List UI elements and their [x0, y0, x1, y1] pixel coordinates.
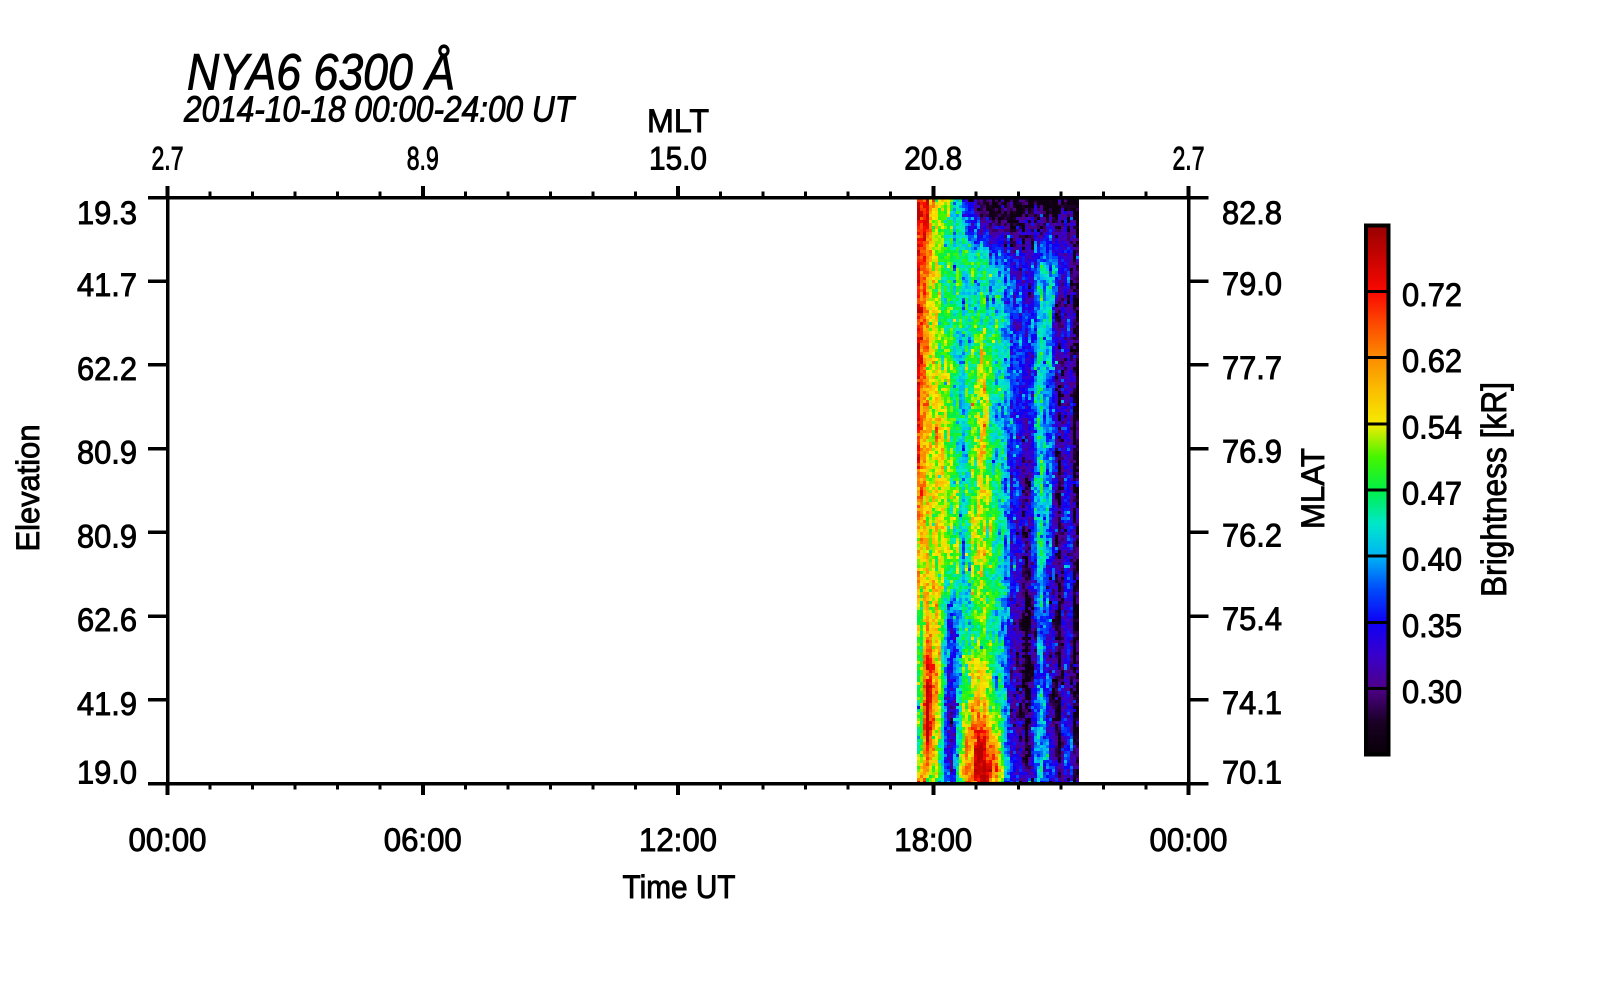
svg-text:80.9: 80.9 [77, 435, 137, 471]
svg-text:62.6: 62.6 [77, 602, 137, 638]
svg-text:0.40: 0.40 [1402, 542, 1462, 578]
svg-text:MLT: MLT [647, 103, 709, 139]
svg-text:62.2: 62.2 [77, 351, 137, 387]
svg-text:41.9: 41.9 [77, 686, 137, 722]
svg-text:19.3: 19.3 [77, 195, 137, 231]
svg-text:Brightness [kR]: Brightness [kR] [1475, 382, 1514, 597]
svg-text:0.62: 0.62 [1402, 343, 1462, 379]
svg-text:82.8: 82.8 [1222, 195, 1282, 231]
svg-text:0.54: 0.54 [1402, 409, 1462, 445]
svg-text:18:00: 18:00 [894, 822, 972, 858]
svg-text:MLAT: MLAT [1295, 448, 1331, 529]
svg-text:0.30: 0.30 [1402, 674, 1462, 710]
svg-text:70.1: 70.1 [1222, 755, 1282, 791]
svg-text:74.1: 74.1 [1222, 685, 1282, 721]
svg-text:77.7: 77.7 [1222, 350, 1282, 386]
svg-text:00:00: 00:00 [129, 822, 207, 858]
svg-text:15.0: 15.0 [649, 141, 707, 177]
svg-text:0.47: 0.47 [1402, 476, 1462, 512]
svg-text:2.7: 2.7 [152, 141, 184, 177]
svg-text:NYA6 6300 Å: NYA6 6300 Å [187, 43, 455, 100]
svg-text:41.7: 41.7 [77, 267, 137, 303]
svg-text:19.0: 19.0 [77, 755, 137, 791]
svg-text:76.9: 76.9 [1222, 434, 1282, 470]
svg-text:2.7: 2.7 [1173, 141, 1205, 177]
svg-text:Time UT: Time UT [623, 869, 736, 905]
svg-text:12:00: 12:00 [639, 822, 717, 858]
svg-text:79.0: 79.0 [1222, 266, 1282, 302]
svg-text:80.9: 80.9 [77, 518, 137, 554]
svg-text:75.4: 75.4 [1222, 601, 1282, 637]
svg-text:8.9: 8.9 [407, 141, 439, 177]
svg-text:76.2: 76.2 [1222, 517, 1282, 553]
svg-text:20.8: 20.8 [904, 141, 962, 177]
svg-text:00:00: 00:00 [1150, 822, 1228, 858]
svg-text:Elevation: Elevation [10, 425, 46, 552]
svg-text:2014-10-18 00:00-24:00 UT: 2014-10-18 00:00-24:00 UT [183, 89, 577, 130]
svg-text:0.35: 0.35 [1402, 608, 1462, 644]
svg-text:0.72: 0.72 [1402, 277, 1462, 313]
svg-text:06:00: 06:00 [384, 822, 462, 858]
